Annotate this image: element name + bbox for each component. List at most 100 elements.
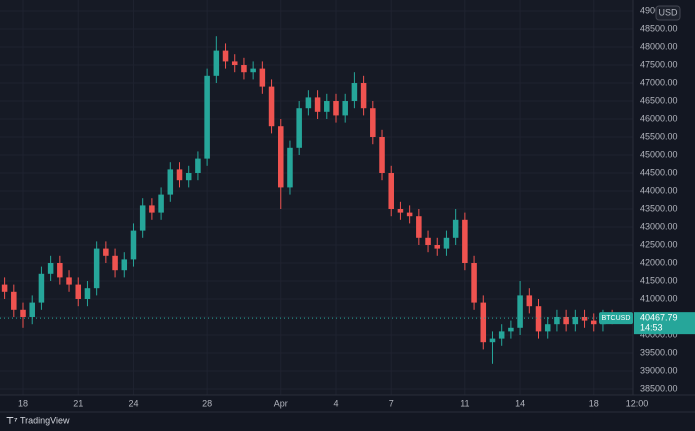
x-tick-label: Apr [274,398,288,408]
candle-body [462,219,468,263]
candle-body [103,248,109,256]
candle-body [452,219,459,238]
candle-body [397,209,404,213]
candle-body [11,291,17,310]
candle-body [480,302,487,343]
x-tick-label: 14 [515,398,525,408]
candle-body [296,108,302,148]
brand-logo: ⊤⁷ [6,415,18,425]
candle-body [185,173,192,181]
brand[interactable]: TradingView [20,415,70,425]
candle-body [20,309,26,317]
candle-body [443,237,450,249]
candle-body [324,101,330,112]
candle-body [231,61,238,66]
candle-body [93,248,100,289]
candle-body [195,158,201,174]
candle-body [581,316,588,321]
candle-body [425,237,431,245]
candles [1,36,615,364]
candle-body [66,277,72,285]
candle-body [250,68,256,73]
y-tick-label: 40000.00 [640,329,678,339]
candle-body [176,169,183,181]
axes: 38500.0039000.0039500.0040000.0040500.00… [18,5,678,408]
candle-body [75,284,82,299]
y-tick-label: 46500.00 [640,95,678,105]
candle-body [333,101,339,116]
currency-badge[interactable] [655,5,681,21]
x-tick-label: 21 [73,398,83,408]
candle-body [158,194,164,213]
y-tick-label: 39500.00 [640,347,678,357]
candle-body [167,169,174,195]
candle-body [241,65,247,73]
candle-body [370,108,376,138]
candle-body [508,327,514,332]
candle-body [204,75,210,159]
candle-body [213,50,220,76]
candle-body [526,295,533,307]
candle-body [563,316,569,325]
y-tick-label: 41500.00 [640,275,678,285]
candle-body [121,259,128,271]
candle-body [554,316,560,325]
candle-body [84,288,91,299]
x-tick-label: 28 [202,398,212,408]
y-tick-label: 43500.00 [640,203,678,213]
candle-body [572,316,579,325]
candle-body [416,216,422,238]
y-tick-label: 47500.00 [640,59,678,69]
y-tick-label: 44000.00 [640,185,678,195]
y-tick-label: 47000.00 [640,77,678,87]
y-tick-label: 39000.00 [640,365,678,375]
candle-body [406,212,413,217]
x-tick-label: 7 [389,398,394,408]
price-badge [634,312,695,335]
countdown: 14:53 [640,323,663,333]
candle-body [268,86,275,127]
x-tick-label: 24 [128,398,138,408]
x-tick-label: 11 [460,398,469,408]
candle-body [471,262,477,303]
candle-body [287,147,293,188]
y-tick-label: 45500.00 [640,131,678,141]
candle-body [498,331,505,339]
y-tick-label: 42500.00 [640,239,678,249]
candle-body [149,205,155,213]
candle-body [29,302,35,317]
y-tick-label: 46000.00 [640,113,678,123]
candle-body [38,273,45,303]
candle-body [351,83,358,102]
symbol: BTCUSD [602,315,631,322]
y-tick-label: 41000.00 [640,293,678,303]
x-tick-label: 12:00 [626,398,649,408]
candle-body [517,295,523,328]
candle-body [222,50,229,62]
last-price: 40467.79 [640,313,678,323]
y-tick-label: 48500.00 [640,23,678,33]
candle-body [278,126,284,188]
symbol-badge [599,312,633,325]
candle-body [259,68,266,87]
candle-body [360,83,367,109]
y-tick-label: 45000.00 [640,149,678,159]
currency: USD [658,7,678,17]
plot-area [0,0,633,395]
candle-body [130,230,137,260]
candle-body [1,284,8,292]
y-tick-label: 38500.00 [640,383,678,393]
y-tick-label: 48000.00 [640,41,678,51]
y-tick-label: 44500.00 [640,167,678,177]
x-tick-label: 4 [333,398,338,408]
y-tick-label: 42000.00 [640,257,678,267]
y-tick-label: 43000.00 [640,221,678,231]
candle-body [590,320,597,325]
candle-body [342,101,348,116]
candle-body [47,262,54,274]
candle-body [489,338,496,343]
candle-body [544,324,551,332]
